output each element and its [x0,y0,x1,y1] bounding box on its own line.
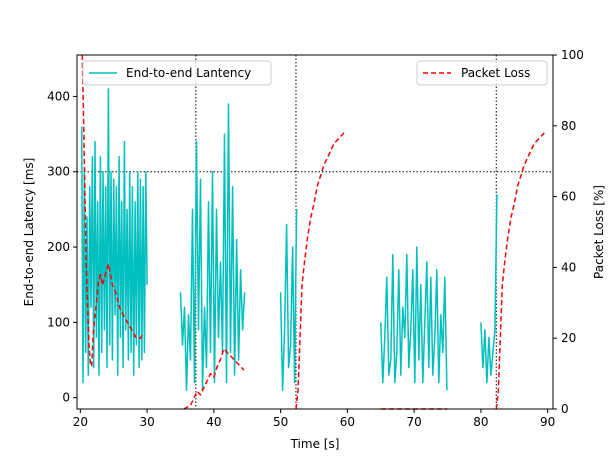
packet-loss-line-segment-0 [81,54,144,368]
packet-loss-line-segment-2 [295,132,345,410]
right-y-axis-ticks: 0 20 40 60 80 100 [553,48,584,416]
left-y-axis-ticks: 0 100 200 300 400 [47,89,77,405]
reference-lines [77,55,553,409]
end-to-end-lantency-line-segment-0 [80,88,148,384]
x-axis-label: Time [s] [290,437,340,451]
legend-latency-box [82,60,272,86]
right-y-axis-label: Packet Loss [%] [592,185,606,279]
end-to-end-lantency-line-segment-2 [279,209,298,391]
end-to-end-lantency-line-segment-1 [179,103,246,391]
right-y-tick-label-4: 80 [561,119,576,133]
left-y-tick-label-4: 400 [47,89,70,103]
right-y-tick-label-5: 100 [561,48,584,62]
end-to-end-lantency-line-segment-4 [480,194,498,384]
left-y-tick-label-1: 100 [47,315,70,329]
left-y-axis-label: End-to-end Latency [ms] [22,158,36,307]
right-y-tick-label-2: 40 [561,260,576,274]
x-tick-label-1: 30 [139,415,154,429]
x-tick-label-5: 70 [406,415,421,429]
legend-packet-loss: Packet Loss [416,60,548,86]
left-y-tick-label-0: 0 [62,391,70,405]
x-tick-label-3: 50 [273,415,288,429]
right-y-tick-label-0: 0 [561,402,569,416]
right-y-tick-label-1: 20 [561,331,576,345]
plot-series [80,54,545,410]
left-y-tick-label-3: 300 [47,165,70,179]
left-y-tick-label-2: 200 [47,240,70,254]
legend-packet-loss-box [416,60,548,86]
x-tick-label-4: 60 [340,415,355,429]
legend-latency-label: End-to-end Lantency [126,66,251,80]
legend-packet-loss-label: Packet Loss [461,66,530,80]
x-axis-ticks: 20 30 40 50 60 70 80 90 [73,409,555,429]
plot-frame [76,54,554,410]
x-tick-label-2: 40 [206,415,221,429]
x-tick-label-0: 20 [73,415,88,429]
packet-loss-line-segment-4 [495,132,545,410]
legend-latency: End-to-end Lantency [82,60,272,86]
right-y-tick-label-3: 60 [561,190,576,204]
end-to-end-lantency-line-segment-3 [380,246,448,391]
x-tick-label-7: 90 [540,415,555,429]
x-tick-label-6: 80 [473,415,488,429]
packet-loss-line-segment-1 [183,348,245,410]
